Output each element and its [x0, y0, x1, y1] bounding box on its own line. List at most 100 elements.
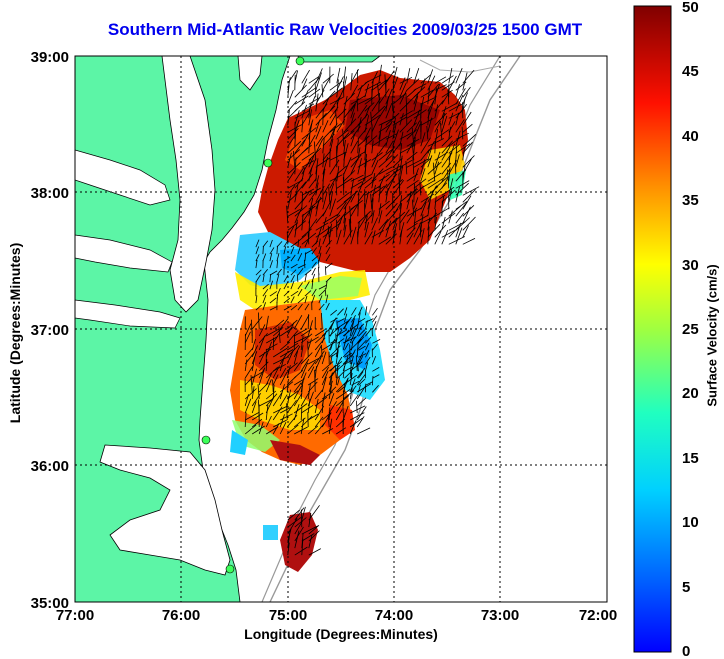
velocity-arrow [455, 201, 468, 217]
velocity-arrow [315, 125, 322, 140]
velocity-arrow [301, 69, 310, 84]
velocity-arrow [350, 181, 363, 189]
velocity-arrow [357, 127, 368, 140]
colorbar-tick: 5 [682, 579, 690, 596]
velocity-arrow [308, 197, 314, 217]
velocity-arrow [307, 320, 313, 337]
velocity-arrow [329, 122, 338, 140]
velocity-arrow [300, 384, 303, 400]
velocity-arrow [276, 260, 278, 269]
velocity-arrow [378, 76, 391, 91]
velocity-arrow [420, 201, 427, 217]
velocity-arrow [357, 176, 373, 189]
velocity-arrow [325, 246, 331, 255]
velocity-arrow [314, 389, 323, 400]
velocity-arrow [392, 223, 398, 238]
velocity-arrow [427, 117, 433, 133]
velocity-arrow [294, 139, 306, 154]
velocity-arrow [262, 274, 265, 283]
velocity-arrow [335, 427, 347, 435]
velocity-arrow [420, 159, 426, 175]
velocity-arrow [351, 355, 354, 365]
velocity-arrow [406, 187, 418, 203]
velocity-arrow [258, 382, 269, 393]
velocity-arrow [434, 161, 440, 175]
velocity-arrow [296, 274, 299, 283]
velocity-arrow [308, 88, 321, 98]
velocity-arrow [311, 273, 316, 283]
velocity-arrow [378, 92, 380, 112]
velocity-arrow [399, 165, 404, 182]
velocity-arrow [434, 104, 439, 119]
velocity-arrow [287, 509, 300, 521]
velocity-arrow [419, 223, 422, 238]
velocity-arrow [365, 356, 371, 365]
velocity-arrow [357, 221, 360, 238]
velocity-arrow [287, 128, 299, 140]
velocity-arrow [297, 239, 300, 248]
velocity-arrow [255, 269, 262, 276]
velocity-arrow [344, 313, 348, 323]
velocity-arrow [448, 126, 451, 140]
velocity-arrow [336, 177, 353, 189]
velocity-arrow [321, 370, 329, 386]
velocity-arrow [308, 187, 321, 196]
velocity-arrow [413, 120, 421, 133]
velocity-arrow [301, 213, 304, 231]
velocity-arrow [434, 87, 438, 105]
velocity-arrow [413, 215, 428, 224]
velocity-arrow [301, 127, 317, 140]
velocity-arrow [365, 362, 369, 372]
velocity-arrow [315, 103, 328, 119]
velocity-arrow [308, 534, 313, 549]
velocity-arrow [406, 139, 415, 154]
velocity-arrow [420, 78, 426, 91]
velocity-arrow [279, 367, 287, 379]
velocity-arrow [399, 222, 405, 238]
velocity-arrow [325, 262, 333, 269]
velocity-arrow [294, 219, 298, 238]
velocity-arrow [315, 199, 320, 217]
velocity-arrow [462, 134, 477, 147]
velocity-arrow [398, 177, 401, 196]
velocity-arrow [399, 229, 403, 245]
velocity-arrow [315, 72, 322, 91]
velocity-arrow [448, 167, 451, 182]
velocity-arrow [304, 269, 312, 276]
velocity-arrow [258, 351, 266, 365]
velocity-arrow [434, 196, 437, 210]
velocity-arrow [356, 351, 364, 365]
velocity-arrow [244, 388, 257, 400]
colorbar-tick: 15 [682, 450, 699, 467]
velocity-arrow [258, 333, 268, 344]
velocity-arrow [287, 152, 292, 168]
velocity-arrow [262, 253, 267, 262]
velocity-arrow [297, 297, 305, 304]
velocity-arrow [372, 375, 374, 386]
velocity-arrow [300, 377, 305, 393]
velocity-arrow [337, 338, 345, 344]
velocity-arrow [399, 90, 408, 105]
velocity-arrow [307, 361, 316, 372]
velocity-arrow [329, 114, 337, 126]
velocity-arrow [378, 200, 390, 210]
velocity-arrow [371, 152, 379, 168]
velocity-arrow [462, 147, 465, 161]
pamlico-sound [99, 444, 231, 576]
velocity-arrow [293, 378, 305, 386]
velocity-arrow [358, 345, 366, 351]
velocity-arrow [343, 206, 347, 224]
velocity-arrow [301, 188, 315, 196]
velocity-arrow [330, 321, 335, 330]
velocity-arrow [434, 182, 448, 196]
velocity-arrow [265, 379, 272, 393]
colorbar-tick: 0 [682, 643, 690, 659]
velocity-arrow [427, 223, 441, 238]
velocity-arrow [351, 328, 356, 337]
velocity-arrow [372, 374, 380, 379]
velocity-arrow [304, 281, 310, 290]
velocity-arrow [441, 135, 453, 147]
velocity-arrow [307, 383, 311, 400]
velocity-arrow [308, 505, 320, 521]
